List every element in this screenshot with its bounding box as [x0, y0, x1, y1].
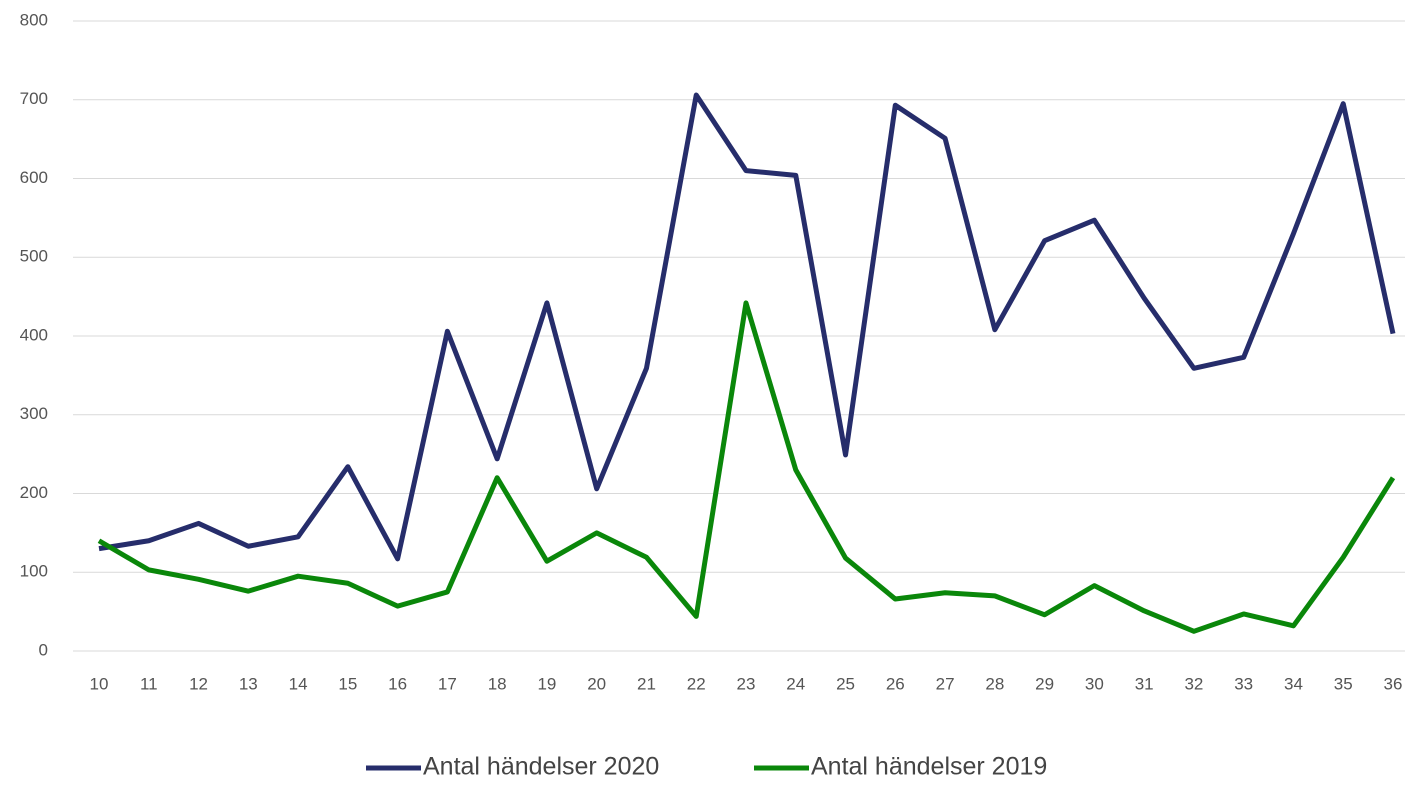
x-tick-label: 21 — [637, 674, 656, 693]
x-tick-label: 36 — [1384, 674, 1403, 693]
x-tick-label: 32 — [1184, 674, 1203, 693]
y-tick-label: 300 — [20, 404, 48, 423]
x-tick-label: 11 — [140, 674, 158, 693]
legend-label: Antal händelser 2020 — [423, 753, 659, 781]
x-tick-label: 19 — [537, 674, 556, 693]
x-tick-label: 30 — [1085, 674, 1104, 693]
x-tick-label: 35 — [1334, 674, 1353, 693]
x-tick-label: 28 — [985, 674, 1004, 693]
y-tick-label: 700 — [20, 89, 48, 108]
x-tick-label: 27 — [936, 674, 955, 693]
series-line — [98, 92, 1396, 562]
y-tick-label: 500 — [20, 247, 48, 266]
x-tick-label: 10 — [90, 674, 109, 693]
y-tick-label: 600 — [20, 168, 48, 187]
x-tick-label: 29 — [1035, 674, 1054, 693]
x-tick-label: 13 — [239, 674, 258, 693]
y-tick-label: 400 — [20, 325, 48, 344]
x-tick-label: 33 — [1234, 674, 1253, 693]
x-tick-label: 20 — [587, 674, 606, 693]
x-tick-label: 26 — [886, 674, 905, 693]
x-tick-label: 17 — [438, 674, 457, 693]
y-tick-label: 800 — [20, 10, 48, 29]
x-tick-label: 14 — [289, 674, 308, 693]
y-tick-label: 100 — [20, 562, 48, 581]
x-tick-label: 16 — [388, 674, 407, 693]
x-tick-label: 12 — [189, 674, 208, 693]
x-tick-label: 15 — [338, 674, 357, 693]
x-tick-label: 24 — [786, 674, 805, 693]
x-tick-label: 22 — [687, 674, 706, 693]
x-tick-label: 18 — [488, 674, 507, 693]
x-tick-label: 23 — [737, 674, 756, 693]
x-tick-label: 25 — [836, 674, 855, 693]
series-line — [97, 300, 1396, 634]
x-tick-label: 34 — [1284, 674, 1303, 693]
legend-label: Antal händelser 2019 — [811, 753, 1047, 781]
x-tick-label: 31 — [1135, 674, 1154, 693]
y-tick-label: 0 — [39, 640, 48, 659]
y-tick-label: 200 — [20, 483, 48, 502]
